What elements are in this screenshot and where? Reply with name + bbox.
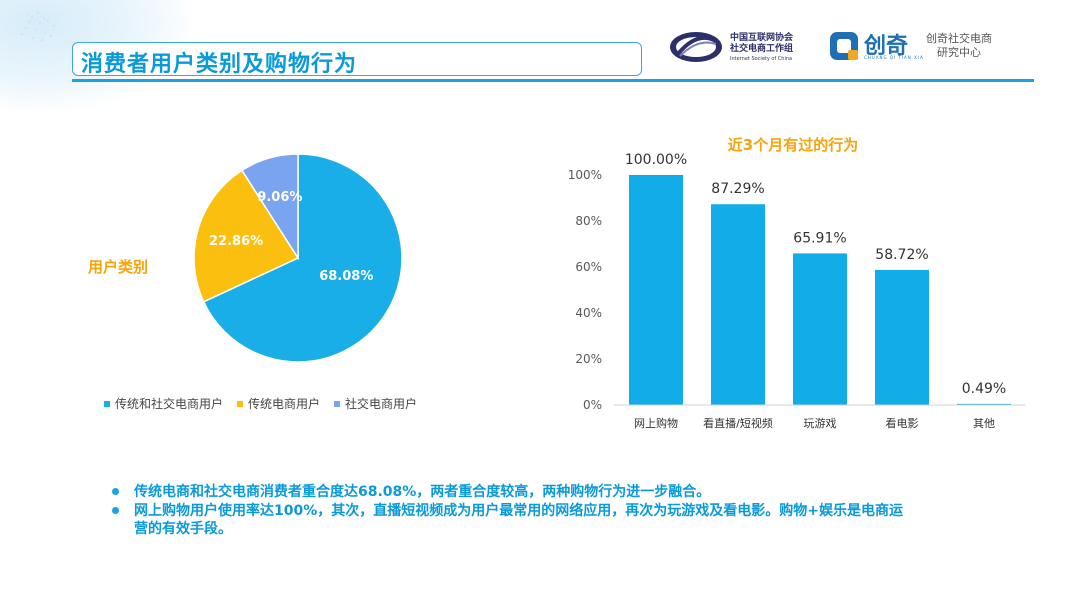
chuangqi-logo: 创奇 CHUANG QI TIAN XIA 创奇社交电商 研究中心 xyxy=(828,28,1008,68)
pie-slice-label: 9.06% xyxy=(257,190,302,205)
bullet-dot-icon xyxy=(112,507,119,514)
isc-logo-line1: 中国互联网协会 xyxy=(730,33,794,43)
pie-slice xyxy=(240,153,299,261)
title-underline xyxy=(72,79,1034,82)
pie-side-label: 用户类别 xyxy=(88,258,148,276)
pie-slice-label: 22.86% xyxy=(209,234,263,249)
chuangqi-text-line2: 研究中心 xyxy=(937,46,981,59)
legend-item: 传统和社交电商用户 xyxy=(104,395,223,412)
note-item: 传统电商和社交电商消费者重合度达68.08%，两者重合度较高，两种购物行为进一步… xyxy=(112,483,912,501)
bullet-dot-icon xyxy=(112,488,119,495)
legend-swatch xyxy=(237,400,244,407)
note-text-2: 网上购物用户使用率达100%，其次，直播短视频成为用户最常用的网络应用，再次为玩… xyxy=(134,503,903,537)
isc-logo-sub: Internet Society of China xyxy=(730,56,793,62)
pie-slice-label: 68.08% xyxy=(319,269,373,284)
legend-item: 社交电商用户 xyxy=(334,395,417,412)
legend-swatch xyxy=(104,400,110,407)
note-item: 网上购物用户使用率达100%，其次，直播短视频成为用户最常用的网络应用，再次为玩… xyxy=(112,502,912,538)
isc-logo-line2: 社交电商工作组 xyxy=(730,44,794,54)
chuangqi-wordmark: 创奇 xyxy=(864,34,909,59)
sparkle-decoration-icon xyxy=(20,11,56,42)
legend-item: 传统电商用户 xyxy=(237,395,320,412)
note-text-1: 传统电商和社交电商消费者重合度达68.08%，两者重合度较高，两种购物行为进一步… xyxy=(134,484,711,500)
title-box: 消费者用户类别及购物行为 xyxy=(72,42,642,77)
chuangqi-text-line1: 创奇社交电商 xyxy=(926,32,992,45)
isc-logo: 中国互联网协会 社交电商工作组 Internet Society of Chin… xyxy=(668,30,818,66)
notes-list: 传统电商和社交电商消费者重合度达68.08%，两者重合度较高，两种购物行为进一步… xyxy=(112,483,912,539)
legend-label: 社交电商用户 xyxy=(345,397,418,411)
page-title: 消费者用户类别及购物行为 xyxy=(81,52,358,77)
pie-slice xyxy=(193,169,300,303)
chuangqi-q-icon xyxy=(830,32,858,60)
legend-label: 传统电商用户 xyxy=(248,397,321,411)
legend-label: 传统和社交电商用户 xyxy=(115,397,224,411)
isc-emblem-icon xyxy=(670,32,722,62)
chuangqi-pinyin: CHUANG QI TIAN XIA xyxy=(864,55,924,60)
pie-legend: 传统和社交电商用户 传统电商用户 社交电商用户 xyxy=(104,395,417,412)
legend-swatch xyxy=(334,400,341,407)
pie-slice xyxy=(202,153,403,363)
